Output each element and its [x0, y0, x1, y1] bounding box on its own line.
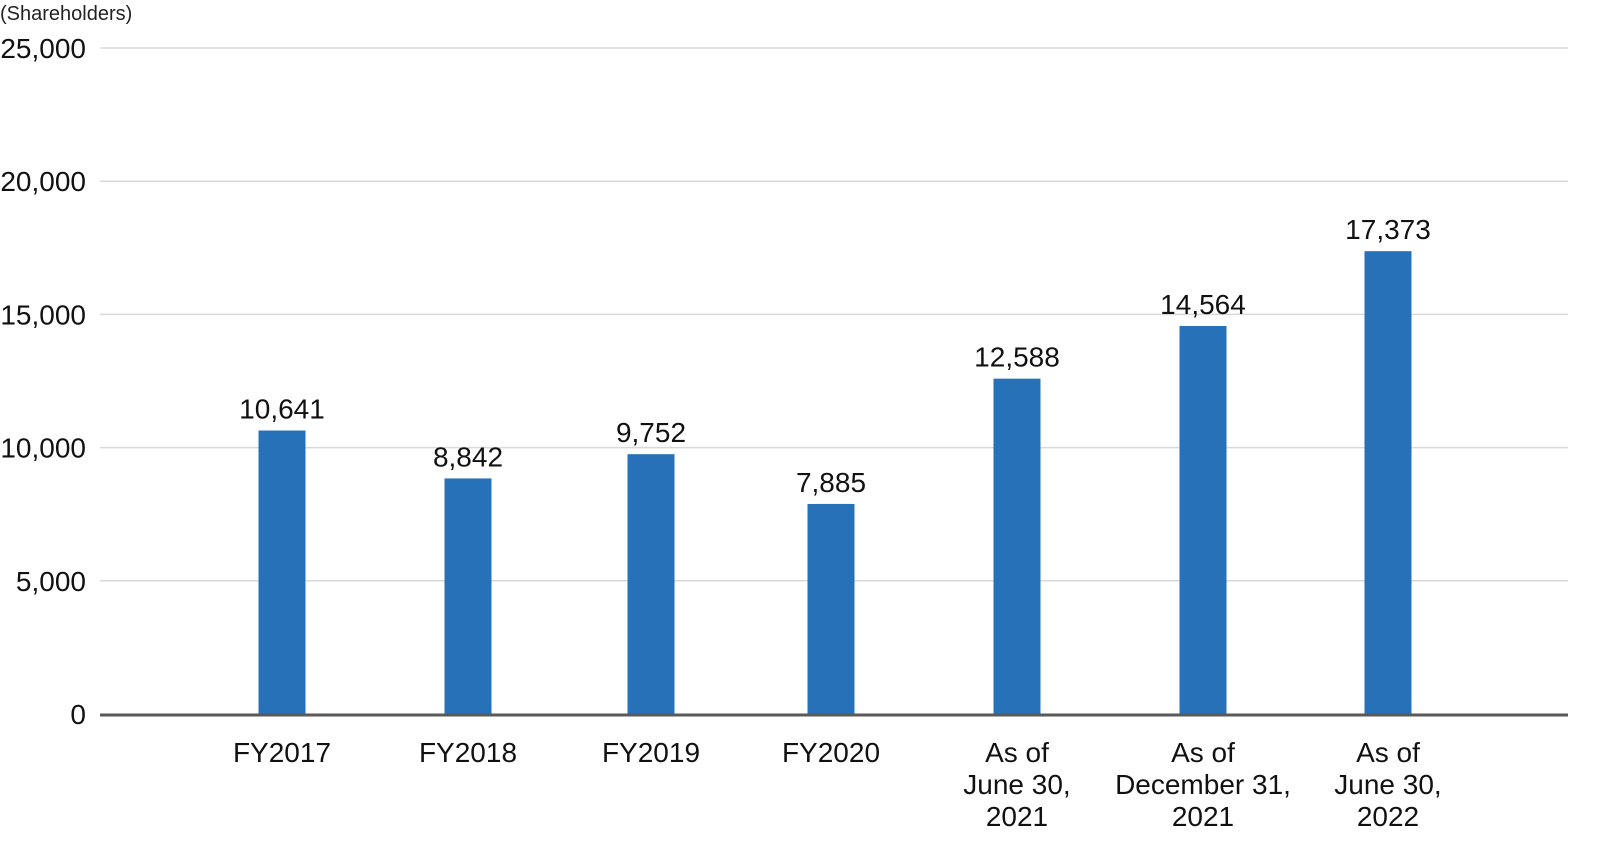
category-label-line: June 30, [963, 769, 1070, 800]
category-label-line: December 31, [1115, 769, 1291, 800]
category-label-line: As of [1171, 737, 1235, 768]
y-tick-label: 15,000 [0, 299, 86, 330]
category-label-line: FY2017 [233, 737, 331, 768]
value-label: 10,641 [239, 394, 325, 425]
category-label: As of June 30, 2022 [1334, 737, 1441, 832]
category-label-line: 2021 [1172, 801, 1234, 832]
bar [627, 454, 675, 714]
category-label-line: FY2018 [419, 737, 517, 768]
gridlines [100, 47, 1568, 582]
category-label-line: 2021 [986, 801, 1048, 832]
y-axis-label: (Shareholders) [0, 3, 132, 25]
category-label: FY2018 [419, 737, 517, 768]
bar [1179, 326, 1227, 714]
y-tick-label: 0 [70, 699, 86, 730]
category-label-line: FY2019 [602, 737, 700, 768]
category-label: FY2017 [233, 737, 331, 768]
category-label-line: June 30, [1334, 769, 1441, 800]
category-label: FY2019 [602, 737, 700, 768]
bar [444, 478, 492, 714]
value-label: 8,842 [433, 441, 503, 472]
category-label: As of December 31, 2021 [1115, 737, 1291, 832]
bar [1364, 251, 1412, 714]
value-label: 12,588 [974, 342, 1060, 373]
category-label: FY2020 [782, 737, 880, 768]
bars [258, 251, 1412, 714]
category-labels: FY2017 FY2018 FY2019 FY2020 As of June 30, 202… [233, 737, 1442, 832]
value-label: 14,564 [1160, 289, 1246, 320]
category-label-line: As of [985, 737, 1049, 768]
category-label-line: 2022 [1357, 801, 1419, 832]
y-tick-labels: 0 5,000 10,000 15,000 20,000 25,000 [0, 33, 86, 730]
bar [258, 430, 306, 714]
value-label: 7,885 [796, 467, 866, 498]
value-labels: 10,641 8,842 9,752 7,885 12,588 14,564 17,373 [239, 214, 1431, 498]
value-label: 9,752 [616, 417, 686, 448]
y-tick-label: 20,000 [0, 166, 86, 197]
bar [807, 503, 855, 714]
category-label-line: As of [1356, 737, 1420, 768]
y-tick-label: 25,000 [0, 33, 86, 64]
y-tick-label: 10,000 [0, 433, 86, 464]
y-tick-label: 5,000 [16, 566, 86, 597]
value-label: 17,373 [1345, 214, 1431, 245]
category-label: As of June 30, 2021 [963, 737, 1070, 832]
bar [993, 378, 1041, 714]
category-label-line: FY2020 [782, 737, 880, 768]
